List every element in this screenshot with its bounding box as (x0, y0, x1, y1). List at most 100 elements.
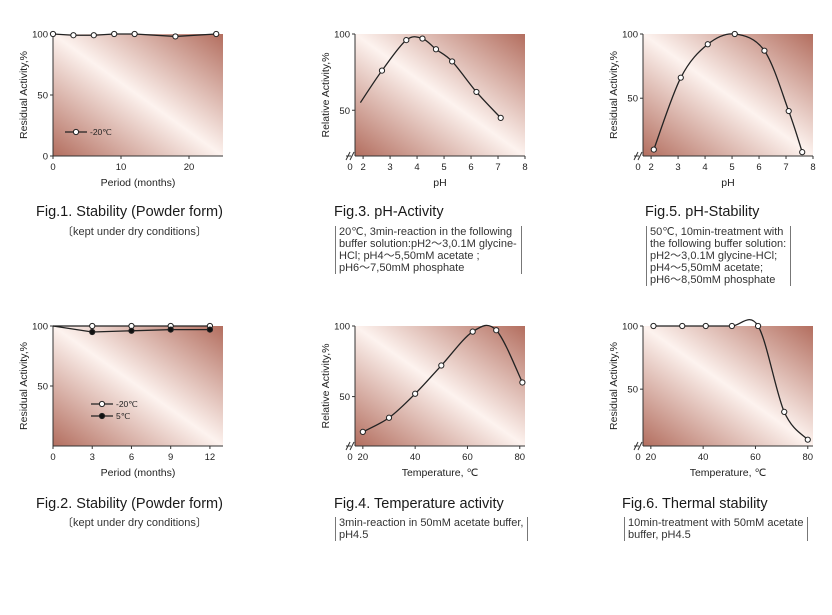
x-axis-label: Period (months) (101, 467, 176, 479)
x-tick-label: 3 (387, 162, 392, 173)
chart-fig3: 0 2 3 4 5 6 7 8 50 100 pH Relative Activity,% (320, 30, 528, 190)
y-axis-label: Residual Activity,% (18, 342, 30, 430)
y-tick-label: 50 (339, 392, 350, 403)
x-tick-label: 2 (648, 162, 653, 173)
note-line: pH6～8,50mM phosphate (650, 274, 776, 286)
y-axis-label: Residual Activity,% (608, 342, 620, 430)
note-line: the following buffer solution: (650, 238, 787, 250)
y-tick-label: 100 (334, 30, 350, 41)
plot-area (53, 34, 223, 156)
x-tick-label: 4 (702, 162, 707, 173)
x-tick-label: 10 (116, 162, 127, 173)
data-point (785, 107, 792, 115)
x-axis-label: pH (433, 177, 446, 189)
x-axis-label: Temperature, ℃ (690, 467, 767, 479)
note-line: 〔kept under dry conditions〕 (62, 226, 207, 238)
x-tick-label: 20 (358, 452, 369, 463)
y-tick-label: 50 (37, 382, 48, 393)
plot-area (643, 326, 813, 446)
chart-panel-fig4: 0 20 40 60 80 50 100 Temperature, ℃ Relative Act… (310, 298, 570, 558)
data-point (432, 46, 440, 53)
x-tick-label: 60 (750, 452, 761, 463)
axis-break-mark (633, 151, 643, 161)
data-point (412, 390, 419, 397)
plot-area (355, 326, 525, 446)
note-line: pH2～3,0.1M glycine-HCl; (650, 250, 778, 262)
x-tick-label: 4 (414, 162, 419, 173)
figure-note: 3min-reaction in 50mM acetate buffer, pH… (335, 517, 529, 541)
data-point (131, 30, 138, 38)
note-line: buffer, pH4.5 (628, 529, 691, 541)
data-point (172, 33, 179, 40)
data-point (213, 30, 220, 38)
data-point (781, 408, 788, 415)
figure-title: Fig.1. Stability (Powder form) (36, 204, 223, 220)
data-point (650, 146, 657, 153)
chart-fig5: 0 2 3 4 5 6 7 8 50 100 pH Residual Activity,% (608, 30, 816, 190)
data-point (89, 328, 96, 336)
x-tick-label: 0 (347, 162, 352, 173)
legend-marker (98, 400, 106, 408)
y-axis-label: Residual Activity,% (608, 51, 620, 139)
y-tick-label: 50 (627, 94, 638, 105)
y-tick-label: 50 (37, 91, 48, 102)
note-line: pH4.5 (339, 529, 369, 541)
x-tick-label: 5 (441, 162, 446, 173)
data-point (90, 32, 97, 39)
x-tick-label: 3 (90, 452, 95, 463)
y-tick-label: 100 (32, 30, 48, 41)
chart-panel-fig2: 0 3 6 9 12 50 100 Period (months) Residual Activ… (0, 298, 270, 548)
x-axis-label: pH (721, 177, 734, 189)
x-tick-label: 6 (468, 162, 473, 173)
data-point (111, 30, 118, 38)
x-tick-label: 0 (50, 452, 55, 463)
chart-panel-fig6: 0 20 40 60 80 50 100 Temperature, ℃ Residual Act… (600, 298, 832, 558)
x-tick-label: 0 (635, 162, 640, 173)
x-tick-label: 8 (522, 162, 527, 173)
note-line: pH6～7,50mM phosphate (339, 262, 465, 274)
data-point (449, 58, 456, 65)
x-tick-label: 3 (675, 162, 680, 173)
legend-label: -20℃ (116, 399, 138, 409)
note-line: pH4～5,50mM acetate; (650, 262, 764, 274)
y-tick-label: 0 (43, 152, 48, 163)
data-point (677, 74, 684, 81)
data-point (497, 114, 504, 121)
x-tick-label: 40 (410, 452, 421, 463)
note-line: buffer solution:pH2～3,0.1M glycine- (339, 238, 517, 250)
figure-title: Fig.3. pH-Activity (334, 204, 444, 220)
chart-panel-fig5: 0 2 3 4 5 6 7 8 50 100 pH Residual Activity,% Fig.5… (600, 0, 832, 300)
data-point (704, 41, 711, 48)
chart-panel-fig3: 0 2 3 4 5 6 7 8 50 100 pH Relative Activity,% Fig.3… (310, 0, 570, 290)
x-axis-label: Period (months) (101, 177, 176, 189)
plot-area (53, 326, 223, 446)
y-axis-label: Relative Activity,% (320, 344, 332, 429)
data-point (702, 322, 709, 330)
figure-title: Fig.2. Stability (Powder form) (36, 496, 223, 512)
x-tick-label: 2 (360, 162, 365, 173)
x-tick-label: 20 (184, 162, 195, 173)
y-tick-label: 100 (334, 322, 350, 333)
data-point (403, 37, 410, 44)
data-point (385, 414, 393, 421)
x-tick-label: 8 (810, 162, 815, 173)
data-point (128, 327, 135, 334)
chart-fig6: 0 20 40 60 80 50 100 Temperature, ℃ Residual Act… (608, 319, 813, 479)
legend-label: -20℃ (90, 127, 112, 137)
x-tick-label: 80 (514, 452, 525, 463)
x-tick-label: 80 (802, 452, 813, 463)
data-point (419, 35, 426, 42)
note-line: 10min-treatment with 50mM acetate (628, 517, 804, 529)
y-tick-label: 50 (339, 106, 350, 117)
data-point (469, 328, 476, 335)
data-point (804, 436, 811, 443)
chart-fig2: 0 3 6 9 12 50 100 Period (months) Residual Activ… (18, 322, 223, 479)
note-line: 〔kept under dry conditions〕 (62, 517, 207, 529)
figure-title: Fig.5. pH-Stability (645, 204, 760, 220)
figure-note: 20℃, 3min-reaction in the following buff… (335, 226, 522, 274)
x-tick-label: 0 (635, 452, 640, 463)
y-axis-label: Residual Activity,% (18, 51, 30, 139)
axis-break-mark (345, 441, 355, 451)
data-point (359, 428, 366, 435)
legend-label: 5℃ (116, 411, 131, 421)
